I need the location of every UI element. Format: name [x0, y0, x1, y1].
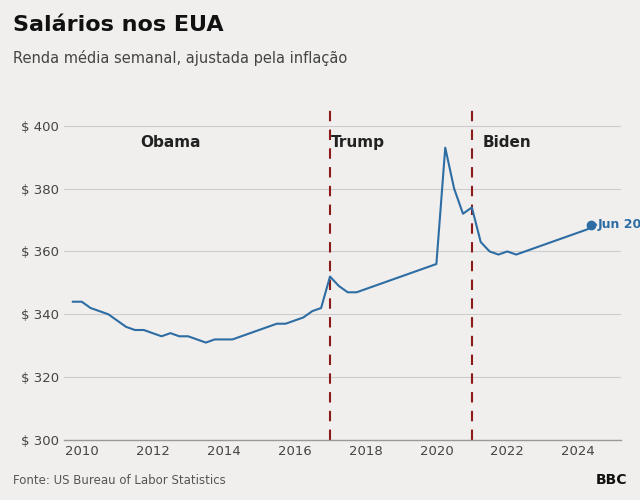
- Text: Renda média semanal, ajustada pela inflação: Renda média semanal, ajustada pela infla…: [13, 50, 347, 66]
- Text: Fonte: US Bureau of Labor Statistics: Fonte: US Bureau of Labor Statistics: [13, 474, 225, 488]
- Text: Biden: Biden: [483, 135, 532, 150]
- Text: Salários nos EUA: Salários nos EUA: [13, 15, 223, 35]
- Text: Jun 2024: $: Jun 2024: $: [598, 218, 640, 231]
- Text: Trump: Trump: [332, 135, 385, 150]
- Text: Obama: Obama: [140, 135, 201, 150]
- Text: BBC: BBC: [596, 474, 627, 488]
